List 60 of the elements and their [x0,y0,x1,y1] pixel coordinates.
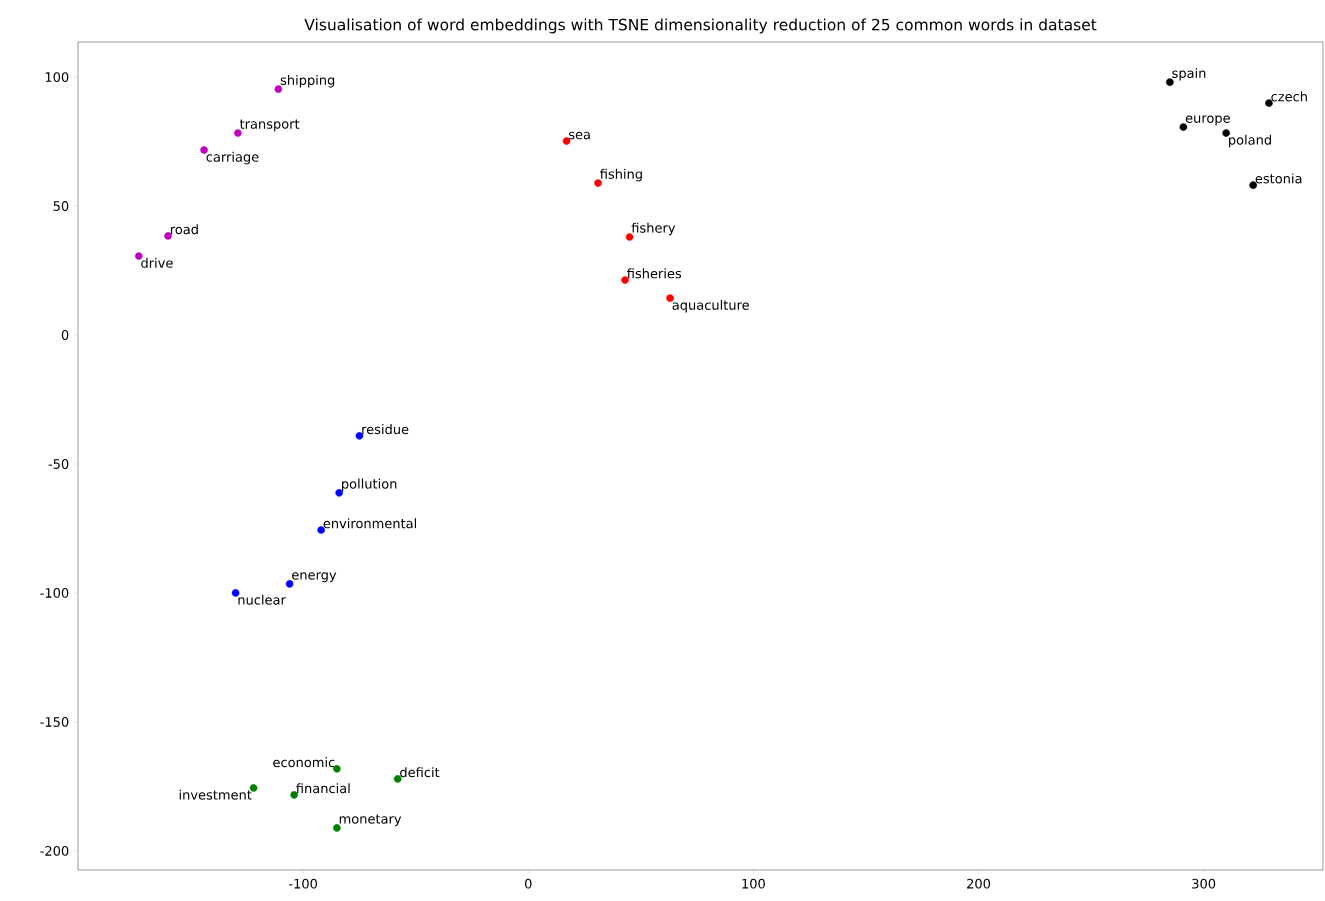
annotation: shipping [280,74,335,88]
annotation: energy [292,572,337,583]
point [666,294,674,302]
point [1179,123,1188,131]
annotation: spain [1172,67,1206,81]
y-tick-label: -150 [40,717,69,727]
annotation: estonia [1255,173,1302,184]
point [1265,99,1273,107]
annotation: road [170,224,198,235]
y-tick-label: 50 [53,201,69,211]
annotation: nuclear [238,594,286,605]
point [393,775,402,783]
y-tick-label: 0 [61,330,69,340]
x-tick-label: -100 [289,878,318,889]
annotation: fishery [631,222,676,236]
point [333,765,341,773]
point [594,179,602,187]
point [164,232,172,240]
y-tick-label: 100 [45,72,69,82]
x-tick-label: 0 [524,878,532,889]
point [333,824,341,832]
y-tick-label: -100 [40,588,69,598]
point [355,432,364,440]
annotation: aquaculture [672,299,749,313]
point [562,137,571,145]
annotation: residue [362,424,409,435]
annotation: economic [273,757,335,768]
point [285,580,294,588]
annotation: deficit [400,767,440,778]
annotation: transport [239,119,300,132]
annotation: sea [568,131,590,140]
point [234,129,242,137]
point [1249,181,1257,189]
annotation: financial [296,783,350,794]
x-tick-label: 300 [1192,878,1216,889]
point [1222,129,1230,137]
annotation: europe [1185,115,1230,126]
point [290,791,298,799]
chart-title: Visualisation of word embeddings with TSNE dimensionality reduction of 25 common words in dataset [304,18,1097,34]
annotation: fisheries [627,268,682,279]
point [200,146,208,154]
annotation: drive [141,257,173,268]
annotation: pollution [342,478,397,492]
annotation: poland [1229,134,1271,148]
point [335,489,343,497]
x-tick-label: 200 [967,878,991,889]
point [231,589,240,597]
y-tick-label: -50 [48,459,69,469]
annotation: carriage [206,151,259,165]
point [134,252,143,260]
x-tick-label: 100 [742,878,765,889]
annotation: environmental [323,518,417,529]
annotation: investment [179,789,252,800]
point [621,276,629,284]
annotation: monetary [339,814,402,827]
point [317,526,325,534]
point [1166,78,1174,87]
annotation: fishing [600,168,642,182]
annotation: czech [1271,91,1307,102]
y-tick-label: -200 [40,845,69,856]
